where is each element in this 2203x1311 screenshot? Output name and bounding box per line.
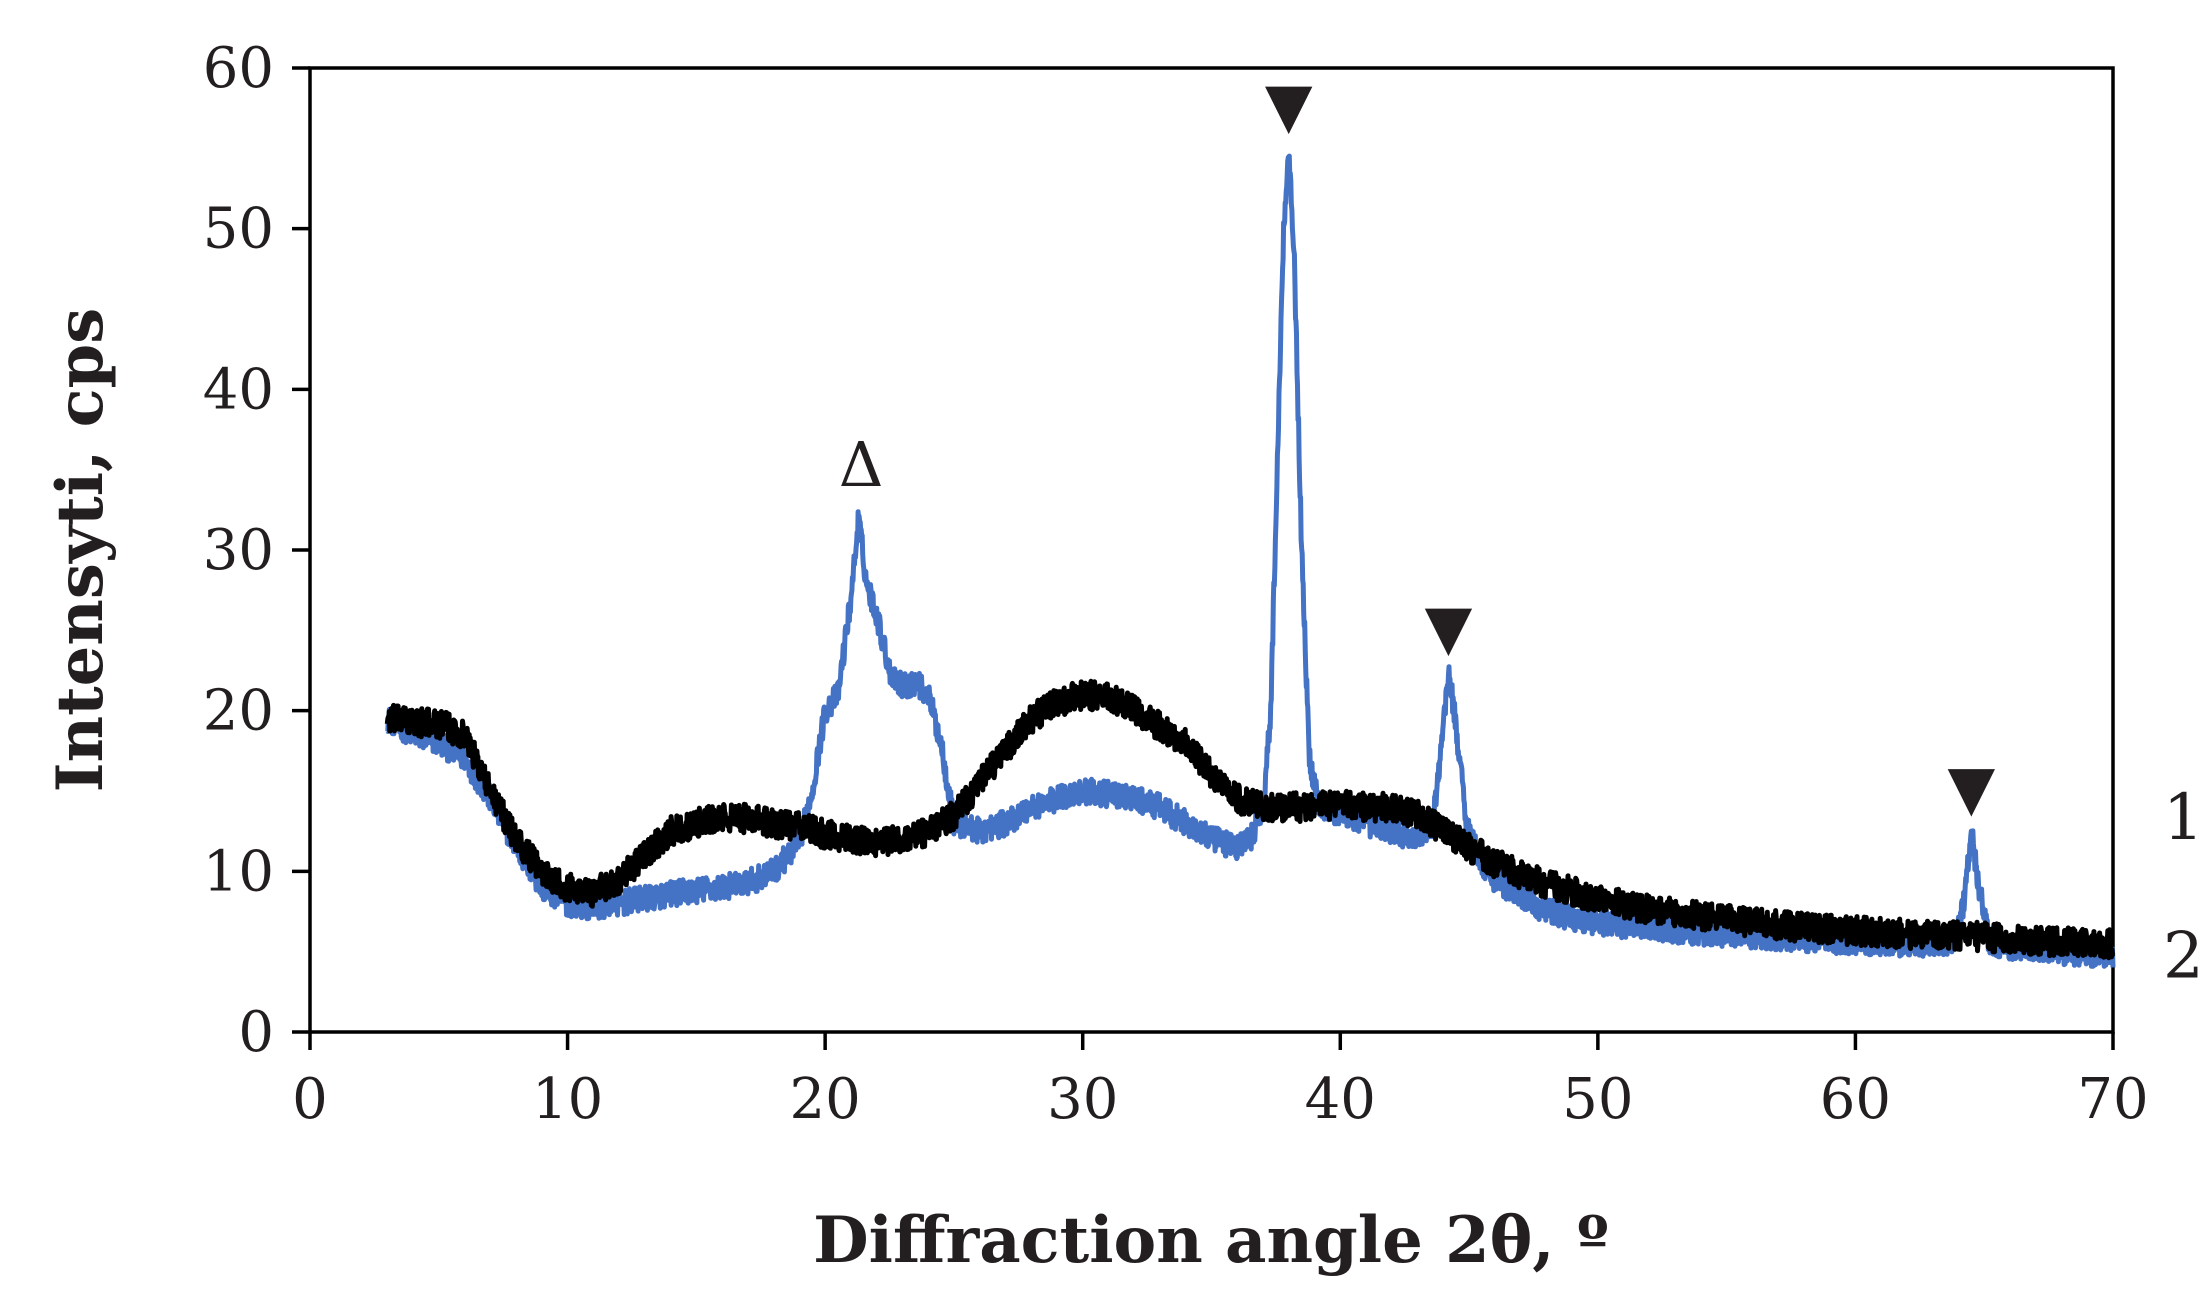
y-tick-label: 10 <box>203 839 274 904</box>
peak-marker-open: Δ <box>839 428 884 501</box>
y-tick-label: 0 <box>238 1000 274 1065</box>
x-axis-title: Diffraction angle 2θ, º <box>813 1203 1609 1278</box>
series-label-2: 2 <box>2163 919 2203 993</box>
y-axis-title: Intensyti, cps <box>43 308 118 793</box>
x-tick-label: 30 <box>1047 1067 1118 1132</box>
x-tick-label: 70 <box>2077 1067 2148 1132</box>
peak-marker-filled: ▼ <box>1425 591 1473 664</box>
series-line-2 <box>384 678 2116 961</box>
x-tick-label: 10 <box>532 1067 603 1132</box>
y-tick-label: 30 <box>203 518 274 583</box>
series-layer: 12 <box>384 153 2203 993</box>
x-tick-label: 20 <box>790 1067 861 1132</box>
series-label-1: 1 <box>2163 781 2203 855</box>
y-tick-label: 20 <box>203 679 274 744</box>
axis-layer: 0 10 20 30 40 50 60 70 0 10 20 30 40 50 60 <box>203 36 2149 1132</box>
x-tick-label: 40 <box>1305 1067 1376 1132</box>
annotation-layer: Δ ▼ ▼ ▼ <box>839 68 1996 824</box>
x-tick-label: 0 <box>292 1067 328 1132</box>
y-tick-label: 60 <box>203 36 274 101</box>
y-tick-label: 40 <box>203 357 274 422</box>
peak-marker-filled: ▼ <box>1947 751 1995 824</box>
peak-marker-filled: ▼ <box>1265 68 1313 141</box>
x-tick-label: 50 <box>1562 1067 1633 1132</box>
y-tick-label: 50 <box>203 197 274 262</box>
x-tick-label: 60 <box>1820 1067 1891 1132</box>
